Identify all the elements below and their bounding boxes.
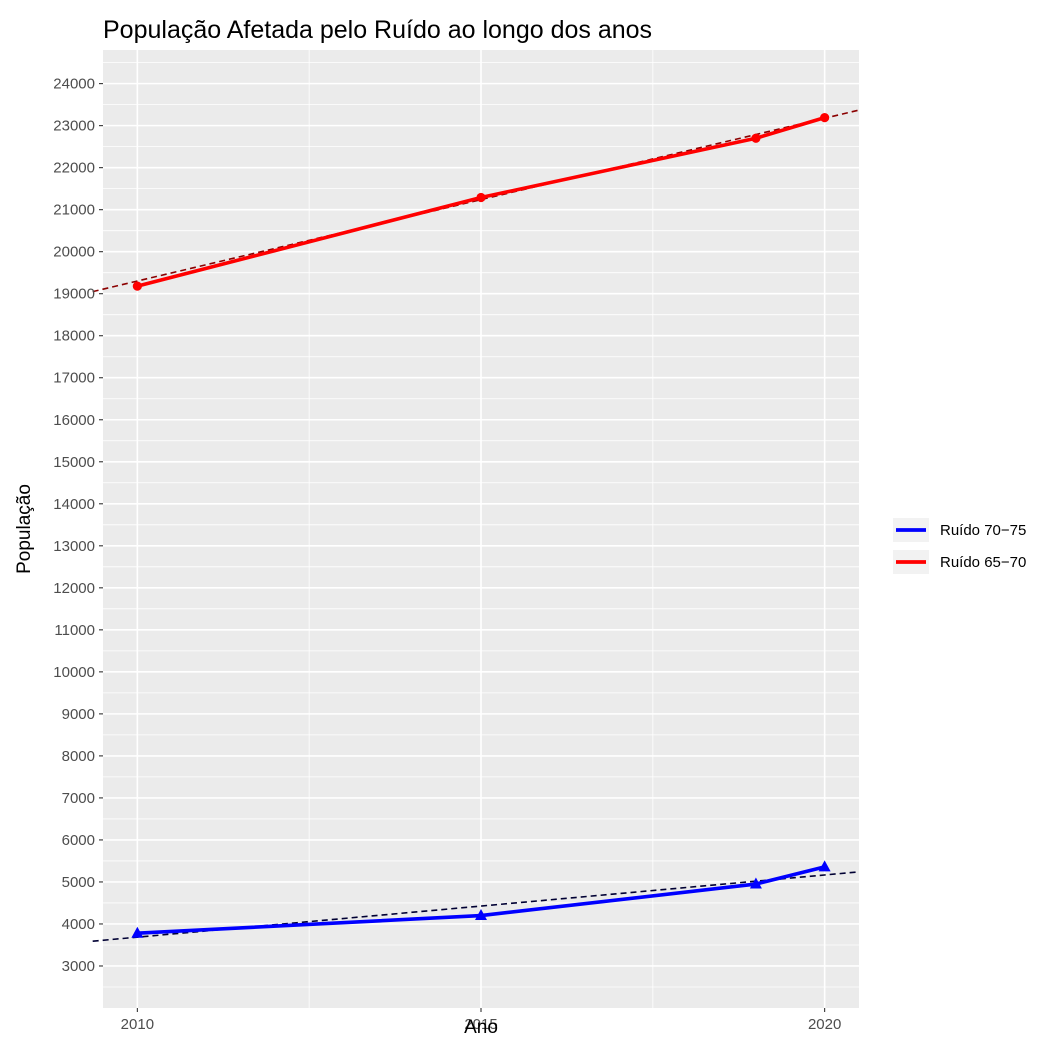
trend-line [92,871,860,942]
legend: Ruído 70−75 Ruído 65−70 [891,513,1057,579]
y-tick-label: 8000 [62,748,95,765]
y-tick-label: 18000 [53,328,95,345]
y-tick-label: 6000 [62,832,95,849]
y-tick-label: 5000 [62,874,95,891]
y-tick-label: 23000 [53,118,95,135]
y-tick-label: 4000 [62,916,95,933]
y-tick-label: 19000 [53,286,95,303]
data-point [751,133,761,143]
legend-label: Ruído 65−70 [940,554,1026,571]
y-tick-label: 22000 [53,160,95,177]
legend-label: Ruído 70−75 [940,522,1026,539]
y-tick-label: 20000 [53,244,95,261]
series-lines [136,115,826,936]
chart-title: População Afetada pelo Ruído ao longo do… [103,16,652,44]
data-point [131,926,144,938]
data-point [476,192,486,203]
x-axis-label: Ano [464,1017,498,1038]
data-point [820,113,830,123]
y-axis: 3000 4000 5000 6000 7000 8000 9000 10000 11000 12… [53,76,103,975]
data-point [749,877,762,889]
data-points [131,113,831,938]
trend-lines [92,109,860,942]
y-tick-label: 9000 [62,706,95,723]
y-tick-label: 10000 [53,664,95,681]
y-tick-label: 11000 [54,622,95,639]
y-tick-label: 17000 [53,370,95,387]
data-point [818,860,831,872]
y-tick-label: 16000 [53,412,95,429]
y-tick-label: 12000 [53,580,95,597]
series-line [137,865,826,936]
y-tick-label: 21000 [53,202,95,219]
x-tick-label: 2015 [464,1016,497,1033]
trend-line [92,109,860,293]
data-point [132,281,142,291]
major-gridlines [103,50,859,1008]
y-tick-label: 14000 [53,496,95,513]
y-tick-label: 24000 [53,76,95,93]
y-tick-label: 15000 [53,454,95,471]
y-tick-label: 13000 [53,538,95,555]
x-tick-label: 2020 [808,1016,841,1033]
series-line [136,115,826,288]
y-tick-label: 7000 [62,790,95,807]
y-tick-label: 3000 [62,958,95,975]
y-axis-label: População [14,484,35,574]
x-tick-label: 2010 [121,1016,154,1033]
x-axis: 2010 2015 2020 [121,1008,841,1033]
data-point [475,909,487,921]
